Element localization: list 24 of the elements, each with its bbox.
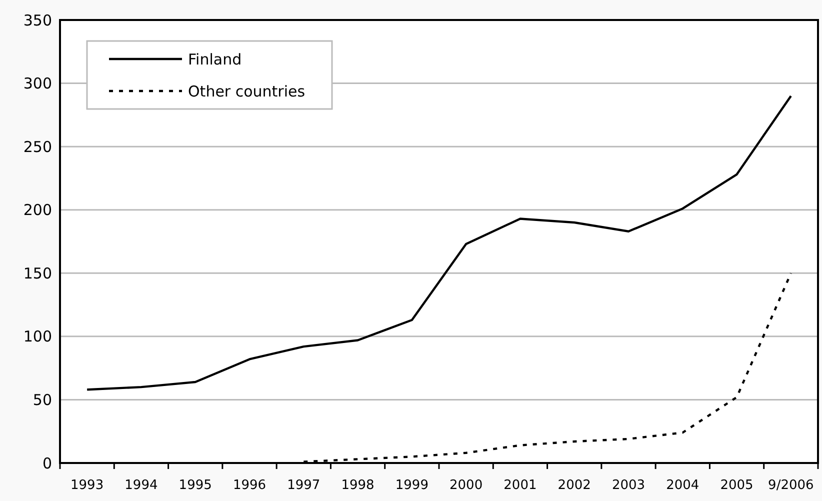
x-tick-label: 1995 [178, 478, 212, 493]
x-tick-label: 2000 [450, 478, 483, 493]
y-tick-label: 50 [32, 390, 52, 409]
y-tick-label: 100 [23, 328, 52, 346]
x-tick-label: 2002 [558, 478, 591, 493]
x-tick-label: 1994 [124, 478, 158, 493]
y-tick-label: 350 [23, 11, 52, 30]
x-tick-label: 9/2006 [768, 478, 814, 493]
y-tick-label: 200 [23, 201, 52, 220]
y-tick-label: 0 [42, 454, 52, 472]
x-tick-label: 2003 [612, 478, 646, 493]
x-tick-label: 1996 [232, 478, 266, 493]
y-tick-label: 250 [23, 138, 52, 156]
legend-label: Finland [188, 50, 242, 68]
y-tick-label: 300 [23, 74, 52, 93]
x-tick-label: 1993 [70, 478, 104, 493]
x-tick-label: 2005 [720, 478, 754, 493]
x-tick-label: 1999 [395, 478, 428, 493]
x-tick-label: 2001 [504, 478, 537, 493]
x-tick-label: 1998 [341, 478, 374, 493]
y-tick-label: 150 [23, 264, 52, 282]
legend-label: Other countries [188, 82, 306, 100]
x-tick-label: 2004 [666, 478, 700, 493]
x-tick-label: 1997 [287, 478, 320, 493]
